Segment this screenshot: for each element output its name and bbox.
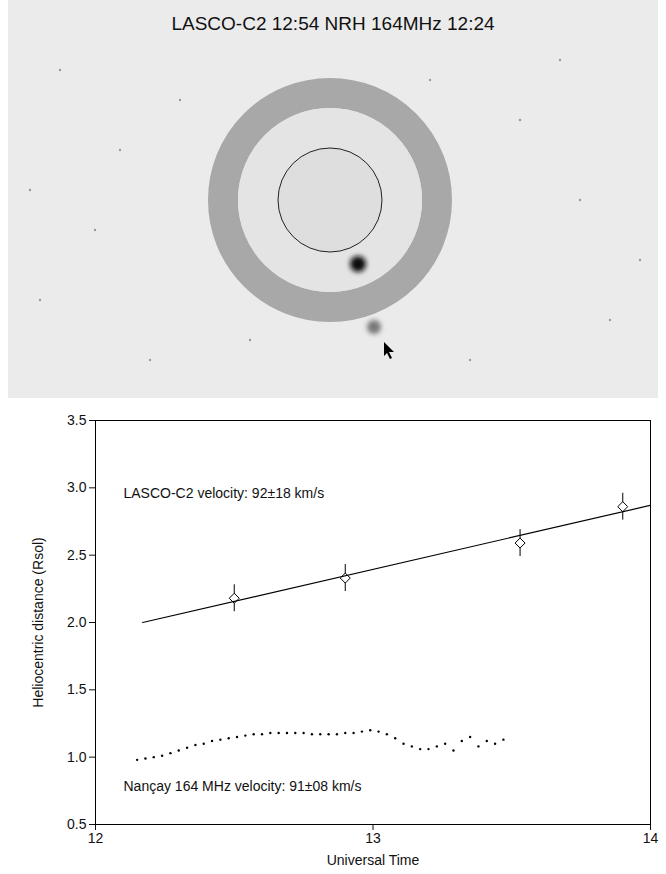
svg-text:14: 14 (643, 830, 659, 846)
svg-text:3.5: 3.5 (67, 412, 87, 428)
svg-text:LASCO-C2 12:54 NRH 164MHz 12:2: LASCO-C2 12:54 NRH 164MHz 12:24 (171, 13, 495, 34)
svg-text:12: 12 (88, 830, 104, 846)
svg-text:Nançay 164 MHz velocity: 91±08: Nançay 164 MHz velocity: 91±08 km/s (124, 778, 362, 794)
svg-text:1.0: 1.0 (67, 749, 87, 765)
svg-text:2.5: 2.5 (67, 547, 87, 563)
svg-text:1.5: 1.5 (67, 681, 87, 697)
svg-text:Universal Time: Universal Time (327, 852, 420, 868)
svg-text:0.5: 0.5 (67, 816, 87, 832)
svg-text:LASCO-C2 velocity: 92±18 km/s: LASCO-C2 velocity: 92±18 km/s (124, 485, 325, 501)
svg-text:13: 13 (365, 830, 381, 846)
svg-text:2.0: 2.0 (67, 614, 87, 630)
svg-text:3.0: 3.0 (67, 479, 87, 495)
svg-text:Heliocentric distance (Rsol): Heliocentric distance (Rsol) (30, 537, 46, 707)
